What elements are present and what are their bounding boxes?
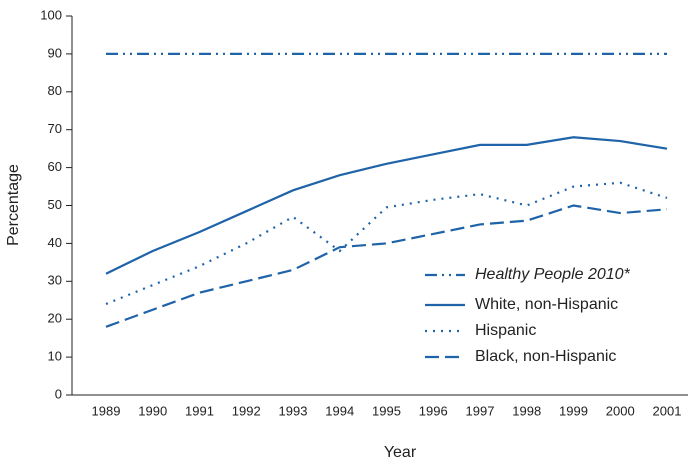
series-line (105, 181, 668, 306)
legend-label: Healthy People 2010* (475, 266, 631, 283)
legend-label: Hispanic (475, 322, 536, 339)
x-tick-label: 1996 (419, 403, 448, 418)
x-tick-label: 1997 (466, 403, 495, 418)
y-tick-label: 90 (48, 45, 62, 60)
y-tick-label: 100 (40, 7, 62, 22)
series-line (105, 204, 668, 328)
series-line (105, 136, 668, 275)
y-tick-label: 60 (48, 159, 62, 174)
y-tick-label: 40 (48, 235, 62, 250)
y-tick-label: 10 (48, 349, 62, 364)
x-tick-label: 1998 (512, 403, 541, 418)
y-tick-label: 80 (48, 83, 62, 98)
y-tick-label: 70 (48, 121, 62, 136)
y-tick-label: 20 (48, 311, 62, 326)
x-tick-label: 1989 (92, 403, 121, 418)
x-tick-label: 2001 (653, 403, 682, 418)
x-tick-label: 1991 (185, 403, 214, 418)
y-tick-label: 30 (48, 273, 62, 288)
legend-label: White, non-Hispanic (475, 296, 618, 313)
y-axis-label: Percentage (5, 164, 22, 246)
y-tick-label: 0 (55, 386, 62, 401)
x-axis-label: Year (384, 444, 417, 461)
x-tick-label: 1995 (372, 403, 401, 418)
legend-label: Black, non-Hispanic (475, 348, 616, 365)
x-tick-label: 2000 (606, 403, 635, 418)
x-tick-label: 1993 (279, 403, 308, 418)
x-tick-label: 1992 (232, 403, 261, 418)
x-tick-label: 1990 (138, 403, 167, 418)
x-tick-label: 1999 (559, 403, 588, 418)
x-tick-label: 1994 (325, 403, 354, 418)
y-tick-label: 50 (48, 197, 62, 212)
